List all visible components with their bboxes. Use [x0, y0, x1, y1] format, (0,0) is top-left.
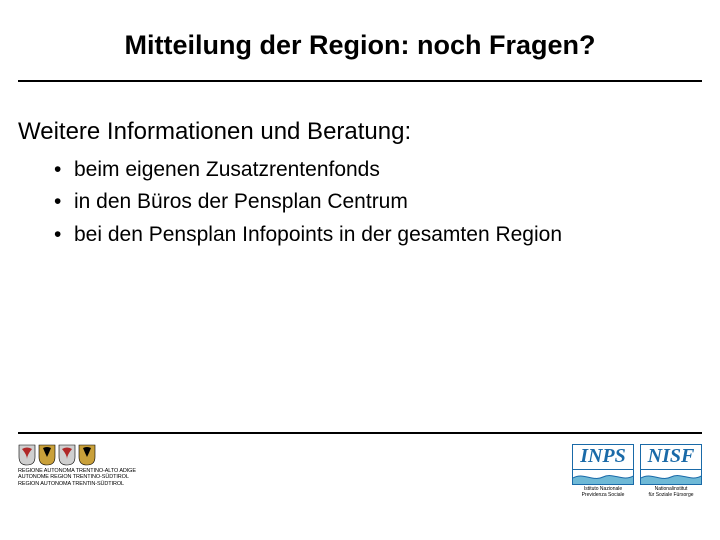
inps-label: INPS	[572, 444, 634, 470]
nisf-label: NISF	[640, 444, 702, 470]
shield-icon	[78, 444, 96, 466]
divider-bottom	[18, 432, 702, 434]
inps-sub-line: Previdenza Sociale	[572, 493, 634, 499]
bullet-list: beim eigenen Zusatzrentenfonds in den Bü…	[54, 152, 690, 253]
divider-top	[18, 80, 702, 82]
shield-icon	[38, 444, 56, 466]
inps-logo: INPS Istituto Nazionale Previdenza Socia…	[572, 444, 634, 498]
bullet-item: bei den Pensplan Infopoints in der gesam…	[54, 221, 690, 249]
crest-shields	[18, 444, 158, 466]
slide: Mitteilung der Region: noch Fragen? Weit…	[0, 0, 720, 540]
nisf-logo: NISF Nationalinstitut für Soziale Fürsor…	[640, 444, 702, 498]
wave-icon	[572, 470, 634, 485]
crest-caption-line: REGION AUTONOMA TRENTIN-SÜDTIROL	[18, 481, 158, 487]
footer: REGIONE AUTONOMA TRENTINO-ALTO ADIGE AUT…	[18, 444, 702, 524]
nisf-subtext: Nationalinstitut für Soziale Fürsorge	[640, 487, 702, 498]
inps-nisf-logos: INPS Istituto Nazionale Previdenza Socia…	[572, 444, 702, 498]
region-crest-logo: REGIONE AUTONOMA TRENTINO-ALTO ADIGE AUT…	[18, 444, 158, 487]
bullet-item: in den Büros der Pensplan Centrum	[54, 188, 690, 216]
inps-subtext: Istituto Nazionale Previdenza Sociale	[572, 487, 634, 498]
slide-title: Mitteilung der Region: noch Fragen?	[0, 30, 720, 61]
wave-icon	[640, 470, 702, 485]
crest-caption: REGIONE AUTONOMA TRENTINO-ALTO ADIGE AUT…	[18, 468, 158, 487]
bullet-item: beim eigenen Zusatzrentenfonds	[54, 156, 690, 184]
nisf-sub-line: für Soziale Fürsorge	[640, 493, 702, 499]
subtitle: Weitere Informationen und Beratung:	[18, 118, 411, 146]
shield-icon	[18, 444, 36, 466]
shield-icon	[58, 444, 76, 466]
